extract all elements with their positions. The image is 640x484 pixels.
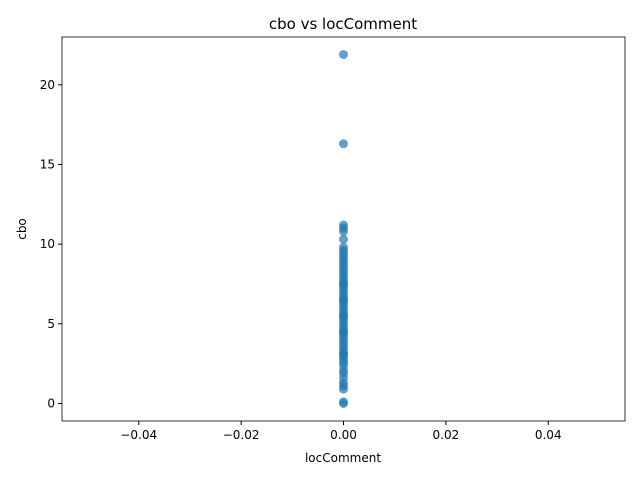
point (339, 349, 348, 359)
y-tick-label: 10 (40, 237, 55, 251)
x-tick-label: −0.04 (120, 428, 157, 442)
point (339, 220, 348, 230)
y-tick-label: 20 (40, 78, 55, 92)
point (339, 139, 348, 149)
x-tick-label: 0.00 (330, 428, 357, 442)
x-axis-label: locComment (305, 451, 381, 465)
point (339, 295, 348, 305)
point (339, 397, 348, 407)
x-tick-label: 0.02 (433, 428, 460, 442)
point (339, 327, 348, 337)
y-tick-label: 15 (40, 157, 55, 171)
y-tick-label: 5 (47, 317, 55, 331)
point (339, 279, 348, 289)
x-tick-label: 0.04 (535, 428, 562, 442)
x-tick-label: −0.02 (223, 428, 260, 442)
y-tick-label: 0 (47, 396, 55, 410)
point (339, 311, 348, 321)
chart-title: cbo vs locComment (269, 15, 417, 33)
point (339, 242, 348, 252)
point (339, 234, 348, 244)
plot-frame (61, 36, 626, 422)
point (339, 50, 348, 60)
y-axis-label: cbo (15, 218, 29, 240)
